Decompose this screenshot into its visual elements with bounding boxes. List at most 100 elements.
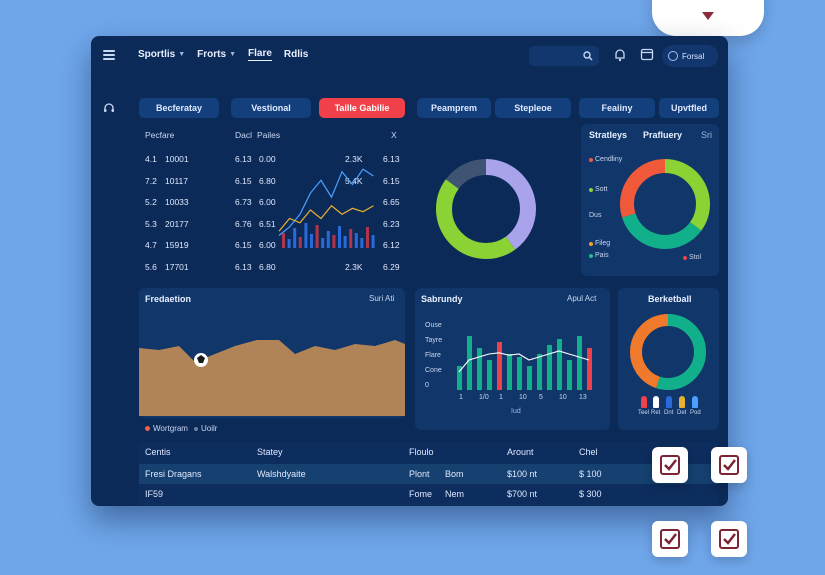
table-cell: 5.2 <box>145 197 157 207</box>
nav-item[interactable]: Flare <box>248 48 272 61</box>
donut-segment <box>620 159 710 249</box>
nav-label: Rdlis <box>283 49 309 60</box>
legend-dot <box>589 187 593 192</box>
checkbox-tile[interactable] <box>652 447 688 483</box>
table-cell: 7.2 <box>145 175 157 186</box>
table-row[interactable]: IF59 Fome Nem $700 nt $ 300 <box>139 484 719 504</box>
player-label: Dnt <box>664 410 674 416</box>
filter-chip[interactable]: Vestional <box>231 98 311 118</box>
column-header: Pailes <box>257 130 281 140</box>
legend-dot <box>193 426 198 431</box>
filter-chip[interactable]: Upvtfled <box>659 98 719 118</box>
bar-mark <box>577 336 582 390</box>
bar-mark <box>507 354 512 390</box>
top-bar: Sportlis ▼ Frorts ▼ Flare Rdlis Forsal <box>91 36 728 76</box>
y-tick-label: Ouse <box>425 322 442 329</box>
nav-item[interactable]: Sportlis ▼ <box>138 48 185 61</box>
table-cell: 6.13 <box>235 154 252 164</box>
bar-mark <box>287 239 291 248</box>
checkmark-icon <box>660 455 680 475</box>
checkbox-tile[interactable] <box>652 521 688 557</box>
basketball-panel: Berketball Teel Ret Dnt Det Pod <box>618 288 719 430</box>
bar-mark <box>338 226 341 248</box>
table-cell: Fome <box>409 489 433 499</box>
avatar <box>668 51 678 61</box>
player-icon: Det <box>677 396 686 416</box>
nav-item[interactable]: Frorts ▼ <box>197 48 236 61</box>
table-cell: 10001 <box>165 154 189 164</box>
table-cell: $100 nt <box>507 469 538 479</box>
donut-chart <box>436 159 536 259</box>
bar-mark <box>326 231 330 248</box>
table-cell: IF59 <box>145 489 164 499</box>
table-cell: 5.6 <box>145 261 157 272</box>
filter-chip[interactable]: Feaiiny <box>579 98 655 118</box>
account-button[interactable]: Forsal <box>662 45 718 67</box>
menu-icon[interactable] <box>103 50 115 60</box>
table-row: 5.6 17701 6.13 6.80 2.3K 6.29 <box>139 262 404 276</box>
y-tick-label: 0 <box>425 382 429 389</box>
table-cell: 6.13 <box>383 154 400 164</box>
notification-badge <box>652 0 764 36</box>
panel-action[interactable]: Suri Ati <box>369 294 395 303</box>
panel-title: Prafluery <box>643 130 683 140</box>
checkbox-tile[interactable] <box>711 521 747 557</box>
person-icon <box>665 396 672 408</box>
donut-segment <box>630 314 706 390</box>
nav-item[interactable]: Rdlis <box>284 48 308 61</box>
table-cell: 6.23 <box>383 218 400 229</box>
table-row: 5.3 20177 6.76 6.51 6.23 <box>139 219 404 233</box>
x-tick-label: 1 <box>499 394 503 401</box>
table-cell: 6.65 <box>383 197 400 207</box>
bar-mark <box>315 225 319 248</box>
checkmark-icon <box>660 529 680 549</box>
legend-label: Uoilr <box>200 424 218 433</box>
table-cell: 6.51 <box>259 218 276 229</box>
checkbox-tile[interactable] <box>711 447 747 483</box>
panel-title: Sabrundy <box>421 294 463 304</box>
nav-label: Sportlis <box>138 49 176 60</box>
close-icon[interactable]: X <box>391 130 397 140</box>
table-cell: 5.4K <box>345 175 363 186</box>
legend-label: Cendliny <box>595 156 623 163</box>
x-axis-title: Iud <box>511 408 521 415</box>
table-row: 7.2 10117 6.15 6.80 5.4K 6.15 <box>139 176 404 190</box>
filter-chip[interactable]: Taille Gabilie <box>319 98 405 118</box>
bar-mark <box>497 342 502 390</box>
table-cell: 2.3K <box>345 261 363 272</box>
donut-chart <box>620 159 710 249</box>
heart-icon <box>702 12 714 20</box>
table-cell: 10033 <box>165 197 189 207</box>
bell-icon[interactable] <box>614 48 626 62</box>
legend-item: Dus <box>589 212 601 219</box>
player-label: Det <box>677 410 687 416</box>
filter-chip[interactable]: Becferatay <box>139 98 219 118</box>
headset-icon[interactable] <box>103 102 115 114</box>
table-cell: 6.80 <box>259 175 276 186</box>
checkmark-icon <box>719 455 739 475</box>
bar-mark <box>457 366 462 390</box>
table-cell: 6.15 <box>383 175 400 186</box>
table-header: Centis Statey Floulo Arount Chel <box>139 442 719 462</box>
legend-label: Wortgram <box>153 424 188 433</box>
legend-label: Stol <box>689 254 702 261</box>
table-cell: 6.00 <box>259 240 276 250</box>
filter-chip[interactable]: Peamprem <box>417 98 491 118</box>
search-icon <box>583 51 593 61</box>
x-tick-label: 10 <box>559 394 567 401</box>
bar-mark <box>304 223 308 248</box>
stats-table: Pecfare Dacl Pailes X 4.1 10001 6.13 0.00 2.… <box>139 126 404 276</box>
y-tick-label: Cone <box>425 367 442 374</box>
player-icon: Ret <box>651 396 660 416</box>
panel-title: Berketball <box>648 294 692 304</box>
panel-subtitle: Sri <box>701 130 712 140</box>
table-row[interactable]: Fresi Dragans Walshdyaite Plont Bom $100 nt $… <box>139 464 719 484</box>
search-input[interactable] <box>529 46 599 66</box>
legend-item: Sott <box>589 186 607 193</box>
column-header: Arount <box>507 447 534 457</box>
panel-action[interactable]: Apul Act <box>567 294 597 303</box>
filter-chip[interactable]: Stepleoe <box>495 98 571 118</box>
calendar-icon[interactable] <box>640 47 654 61</box>
column-header: Floulo <box>409 447 434 457</box>
bar-mark <box>282 233 285 248</box>
